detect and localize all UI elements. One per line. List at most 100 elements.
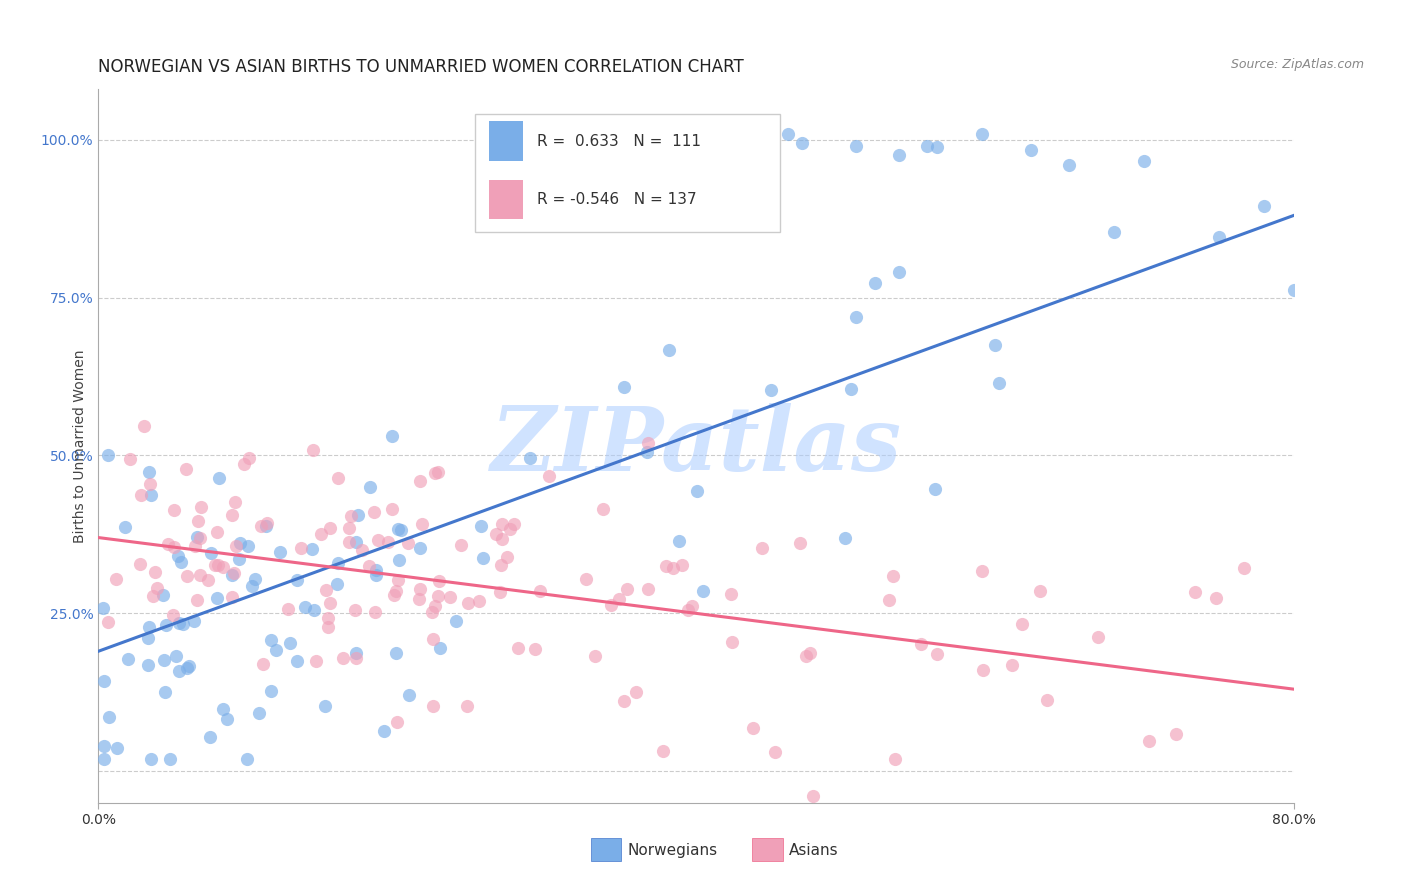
- Point: [141, 488, 163, 502]
- Point: [238, 450, 260, 465]
- Point: [720, 634, 742, 648]
- Point: [266, 643, 288, 657]
- Point: [845, 310, 868, 324]
- Point: [280, 636, 302, 650]
- Point: [970, 127, 993, 141]
- Point: [382, 588, 405, 602]
- Point: [170, 555, 193, 569]
- Point: [759, 383, 782, 397]
- Point: [427, 465, 450, 479]
- Point: [346, 508, 368, 522]
- Point: [183, 614, 205, 628]
- Point: [519, 450, 541, 465]
- Y-axis label: Births to Unmarried Women: Births to Unmarried Women: [73, 350, 87, 542]
- Point: [845, 139, 868, 153]
- Point: [233, 457, 256, 471]
- Point: [388, 552, 411, 566]
- FancyBboxPatch shape: [475, 114, 780, 232]
- Point: [423, 599, 446, 613]
- Point: [685, 483, 707, 498]
- Point: [155, 618, 177, 632]
- Point: [277, 602, 299, 616]
- Point: [165, 648, 187, 663]
- Point: [720, 587, 742, 601]
- Point: [260, 632, 283, 647]
- Point: [287, 654, 309, 668]
- Point: [359, 480, 381, 494]
- Point: [128, 558, 150, 572]
- Point: [970, 564, 993, 578]
- Point: [741, 721, 763, 735]
- Point: [290, 541, 312, 555]
- Point: [136, 632, 159, 646]
- Point: [143, 565, 166, 579]
- Point: [146, 581, 169, 595]
- Point: [186, 593, 208, 607]
- Point: [456, 698, 478, 713]
- Point: [114, 520, 136, 534]
- Point: [491, 558, 513, 573]
- Text: R = -0.546   N = 137: R = -0.546 N = 137: [537, 193, 696, 207]
- Point: [205, 591, 228, 606]
- Point: [877, 592, 900, 607]
- Text: R =  0.633   N =  111: R = 0.633 N = 111: [537, 134, 702, 149]
- Point: [592, 501, 614, 516]
- Point: [190, 500, 212, 514]
- Point: [260, 683, 283, 698]
- Point: [318, 611, 340, 625]
- Point: [139, 477, 162, 491]
- Point: [179, 659, 201, 673]
- Point: [212, 702, 235, 716]
- Point: [489, 585, 512, 599]
- Point: [134, 419, 156, 434]
- Point: [363, 505, 385, 519]
- Point: [225, 539, 247, 553]
- Point: [794, 649, 817, 664]
- Point: [326, 556, 349, 570]
- Point: [636, 444, 658, 458]
- Point: [337, 535, 360, 549]
- Point: [600, 598, 623, 612]
- Point: [352, 542, 374, 557]
- Point: [396, 536, 419, 550]
- Point: [367, 533, 389, 548]
- Point: [1011, 617, 1033, 632]
- Text: Asians: Asians: [789, 843, 838, 857]
- Point: [129, 488, 152, 502]
- Point: [389, 524, 412, 538]
- Point: [364, 568, 387, 582]
- Point: [801, 789, 824, 804]
- Point: [398, 688, 420, 702]
- Point: [834, 532, 856, 546]
- Point: [153, 653, 176, 667]
- Point: [1164, 726, 1187, 740]
- Point: [208, 471, 231, 485]
- Point: [319, 521, 342, 535]
- Point: [387, 522, 409, 536]
- Point: [420, 605, 443, 619]
- Point: [425, 466, 447, 480]
- Point: [613, 694, 636, 708]
- Point: [118, 451, 141, 466]
- Point: [1184, 585, 1206, 599]
- Point: [326, 471, 349, 485]
- Point: [344, 646, 367, 660]
- Point: [468, 594, 491, 608]
- Point: [207, 558, 229, 572]
- Point: [444, 614, 467, 628]
- Point: [472, 550, 495, 565]
- Point: [285, 573, 308, 587]
- Point: [529, 584, 551, 599]
- Point: [163, 541, 186, 555]
- Point: [422, 699, 444, 714]
- Point: [305, 655, 328, 669]
- Point: [326, 576, 349, 591]
- Point: [377, 534, 399, 549]
- Point: [984, 338, 1007, 352]
- Point: [457, 595, 479, 609]
- Point: [228, 536, 250, 550]
- Point: [607, 592, 630, 607]
- Point: [176, 569, 198, 583]
- Point: [681, 599, 703, 613]
- Point: [925, 139, 948, 153]
